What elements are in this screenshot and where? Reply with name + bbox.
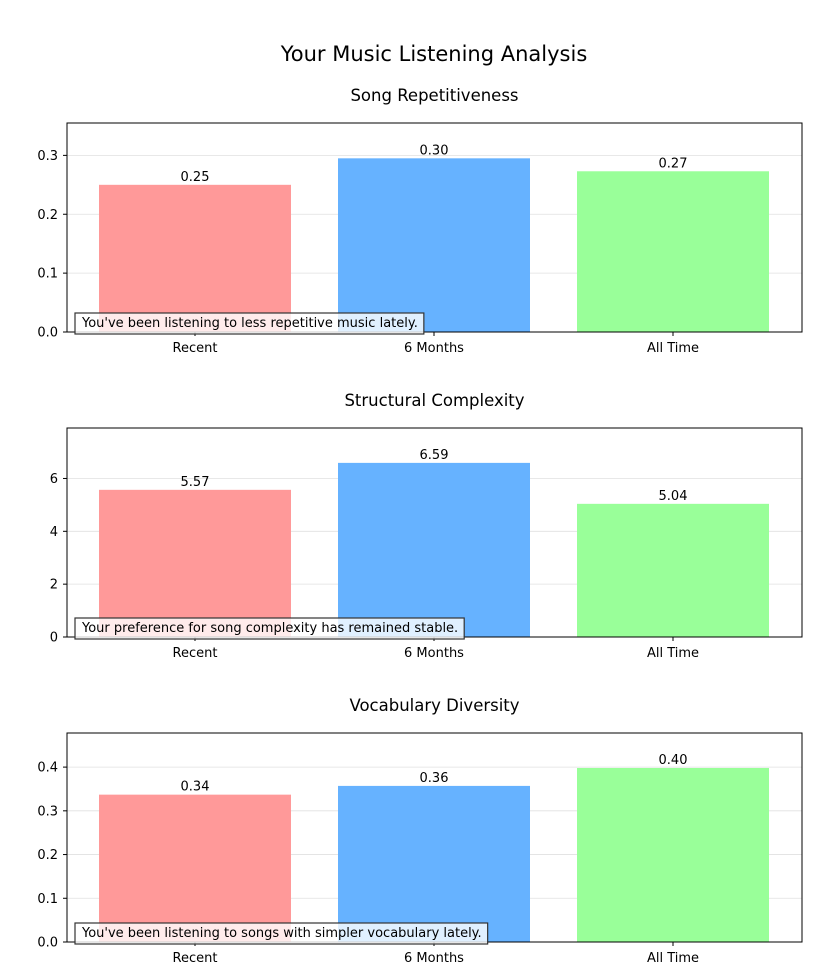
figure-title: Your Music Listening Analysis — [280, 42, 588, 66]
chart2-xtick-label: 6 Months — [404, 646, 464, 661]
chart3-title: Vocabulary Diversity — [349, 696, 519, 715]
chart2-value-label: 6.59 — [420, 448, 449, 463]
chart2-ytick-label: 0 — [50, 631, 58, 646]
chart3-value-label: 0.40 — [659, 753, 688, 768]
chart2-value-label: 5.04 — [659, 489, 688, 504]
chart1-value-label: 0.30 — [420, 143, 449, 158]
chart1-xtick-label: All Time — [647, 341, 699, 356]
chart3-value-label: 0.36 — [420, 771, 449, 786]
chart2-ytick-label: 4 — [50, 525, 58, 540]
chart2-xtick-label: All Time — [647, 646, 699, 661]
chart3-value-label: 0.34 — [181, 780, 210, 795]
chart3-ytick-label: 0.4 — [37, 761, 58, 776]
chart1-ytick-label: 0.1 — [37, 267, 58, 282]
chart1-annotation-text: You've been listening to less repetitive… — [81, 316, 418, 331]
chart3-xtick-label: All Time — [647, 951, 699, 966]
chart3-ytick-label: 0.0 — [37, 936, 58, 951]
chart1-ytick-label: 0.3 — [37, 149, 58, 164]
chart1-ytick-label: 0.2 — [37, 208, 58, 223]
chart2-bar-recent — [99, 489, 291, 637]
chart3-annotation-text: You've been listening to songs with simp… — [81, 926, 482, 941]
chart3-annotation-box — [74, 922, 489, 945]
chart1-bar-all-time — [577, 171, 769, 332]
chart2-bar-all-time — [577, 503, 769, 637]
chart3-ytick-label: 0.1 — [37, 892, 58, 907]
chart2-ytick-label: 2 — [50, 578, 58, 593]
chart2-annotation-text: Your preference for song complexity has … — [81, 621, 458, 636]
chart1-value-label: 0.25 — [181, 170, 210, 185]
chart2-annotation-box — [74, 617, 465, 640]
chart3-xtick-label: 6 Months — [404, 951, 464, 966]
chart1-xtick-label: 6 Months — [404, 341, 464, 356]
chart2-bar-6-months — [338, 462, 530, 637]
chart1-annotation-box — [74, 312, 425, 335]
chart1-xtick-label: Recent — [173, 341, 218, 356]
chart2-title: Structural Complexity — [344, 391, 524, 410]
chart2-value-label: 5.57 — [181, 475, 210, 490]
chart3-bar-6-months — [338, 785, 530, 942]
chart2-ytick-label: 6 — [50, 472, 58, 487]
chart1-bar-recent — [99, 184, 291, 332]
chart1-value-label: 0.27 — [659, 156, 688, 171]
chart1-title: Song Repetitiveness — [350, 86, 518, 105]
chart1-bar-6-months — [338, 158, 530, 332]
chart3-xtick-label: Recent — [173, 951, 218, 966]
chart1-ytick-label: 0.0 — [37, 326, 58, 341]
chart3-bar-recent — [99, 794, 291, 942]
chart2-xtick-label: Recent — [173, 646, 218, 661]
chart3-ytick-label: 0.3 — [37, 804, 58, 819]
chart3-bar-all-time — [577, 767, 769, 942]
chart3-ytick-label: 0.2 — [37, 848, 58, 863]
